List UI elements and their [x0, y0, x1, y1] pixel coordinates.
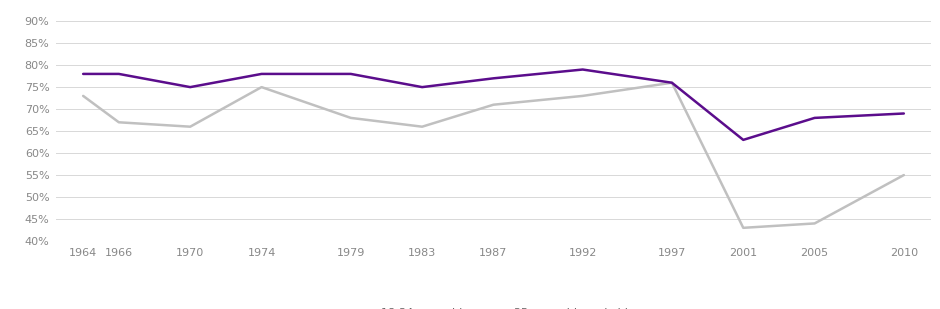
- 18-34 year olds: [256, 85, 267, 89]
- 35 year olds and older: [184, 85, 196, 89]
- 35 year olds and older: [738, 138, 749, 142]
- 35 year olds and older: [256, 72, 267, 76]
- 35 year olds and older: [809, 116, 821, 120]
- 35 year olds and older: [77, 72, 88, 76]
- 18-34 year olds: [113, 121, 124, 124]
- Legend: 18-34 year olds, 35 year olds and older: 18-34 year olds, 35 year olds and older: [343, 303, 644, 309]
- 18-34 year olds: [738, 226, 749, 230]
- 35 year olds and older: [345, 72, 356, 76]
- 18-34 year olds: [416, 125, 428, 129]
- 35 year olds and older: [113, 72, 124, 76]
- 18-34 year olds: [77, 94, 88, 98]
- 35 year olds and older: [577, 68, 588, 71]
- 18-34 year olds: [184, 125, 196, 129]
- 35 year olds and older: [416, 85, 428, 89]
- 18-34 year olds: [666, 81, 678, 85]
- 18-34 year olds: [577, 94, 588, 98]
- 35 year olds and older: [899, 112, 910, 115]
- 18-34 year olds: [488, 103, 499, 107]
- Line: 18-34 year olds: 18-34 year olds: [83, 83, 904, 228]
- 35 year olds and older: [488, 76, 499, 80]
- 18-34 year olds: [345, 116, 356, 120]
- 18-34 year olds: [899, 173, 910, 177]
- 35 year olds and older: [666, 81, 678, 85]
- 18-34 year olds: [809, 222, 821, 225]
- Line: 35 year olds and older: 35 year olds and older: [83, 70, 904, 140]
